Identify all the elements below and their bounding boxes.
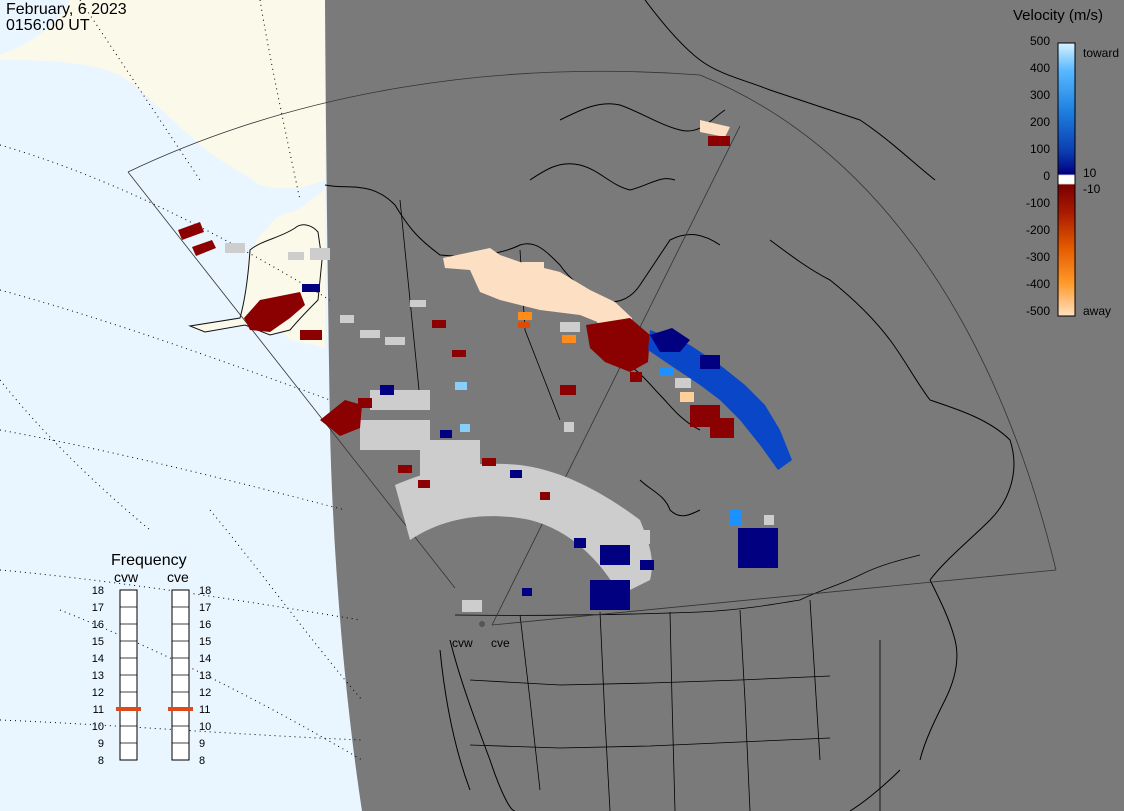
frequency-scale-label: 13 [92,670,104,682]
velocity-colorbar [1057,42,1076,317]
legend-neg-cut-label: -10 [1083,182,1101,196]
frequency-scale-label: 15 [92,636,104,648]
frequency-scale-label: 12 [199,687,211,699]
legend-tick: -300 [1026,250,1050,264]
legend-tick: 200 [1030,115,1050,129]
snow-region [0,0,325,348]
frequency-scale-label: 9 [199,738,205,750]
radar-site-label-cvw: cvw [452,636,473,650]
frequency-scale-label: 13 [199,670,211,682]
legend-tick: -500 [1026,304,1050,318]
frequency-scale-label: 10 [92,721,104,733]
legend-tick: -100 [1026,196,1050,210]
frequency-scale-label: 15 [199,636,211,648]
frequency-scale-label: 18 [92,585,104,597]
legend-tick: 400 [1030,61,1050,75]
frequency-scale-label: 16 [199,619,211,631]
frequency-scale-label: 14 [199,653,211,665]
legend-tick: -400 [1026,277,1050,291]
frequency-scale-label: 10 [199,721,211,733]
frequency-marker-cve [168,707,193,711]
legend-tick: 300 [1030,88,1050,102]
frequency-bars: 18 17 16 15 14 13 12 11 10 9 8 18 17 16 15 14 13 12 11 10 9 8 [92,585,212,767]
away-velocity-cells [178,120,734,500]
frequency-scale-label: 12 [92,687,104,699]
frequency-panel: Frequency cvw cve 1817161514131211109818… [92,552,212,767]
legend-tick: 0 [1043,169,1050,183]
legend-pos-cut-label: 10 [1083,166,1097,180]
radar-site-dot [479,621,485,627]
frequency-marker-cvw [116,707,141,711]
legend-tick: 500 [1030,34,1050,48]
frequency-title: Frequency [111,552,187,569]
frequency-scale-label: 9 [98,738,104,750]
frequency-radar-label-cve: cve [167,569,189,585]
frequency-scale-label: 11 [93,704,104,716]
toward-velocity-cells [302,284,792,610]
frequency-scale-label: 17 [92,602,104,614]
coastlines [324,0,1015,811]
frequency-radar-label-cvw: cvw [114,569,139,585]
frequency-scale-label: 11 [199,704,210,716]
frequency-scale-label: 18 [199,585,211,597]
date-label: February, 6 2023 [6,1,127,18]
legend-tick: 100 [1030,142,1050,156]
legend-title: Velocity (m/s) [1013,7,1103,24]
radar-fov-outlines [127,70,1057,626]
radar-site-label-cve: cve [491,636,510,650]
frequency-scale-label: 14 [92,653,104,665]
velocity-legend: Velocity (m/s) 500 400 300 200 [1013,7,1119,318]
political-borders [399,199,921,811]
legend-toward-label: toward [1083,46,1119,60]
frequency-scale-label: 8 [98,755,104,767]
radar-sites: cvw cve [452,621,510,650]
frequency-scale-label: 16 [92,619,104,631]
legend-away-label: away [1083,304,1111,318]
land-mass [325,0,1124,811]
frequency-scale-label: 8 [199,755,205,767]
legend-tick: -200 [1026,223,1050,237]
time-label: 0156:00 UT [6,17,90,34]
frequency-scale-label: 17 [199,602,211,614]
